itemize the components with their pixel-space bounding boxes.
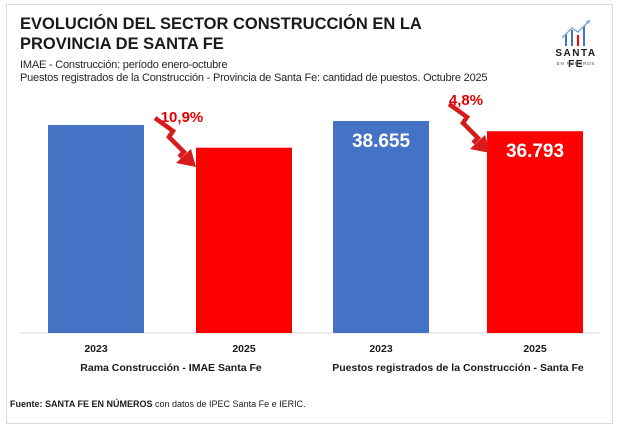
decrease-arrow-icon [153,116,188,159]
bar-1-2023 [48,125,144,333]
group-label: Rama Construcción - IMAE Santa Fe [80,362,262,374]
group-label: Puestos registrados de la Construcción -… [332,362,584,374]
bar-2-2025 [487,131,583,333]
change-percent-label: 10,9% [161,109,204,126]
x-tick-label: 2025 [232,343,256,355]
source-text: con datos de IPEC Santa Fe e IERIC. [152,399,306,409]
source-label: Fuente: SANTA FE EN NÚMEROS [10,399,153,409]
decrease-arrow-icon [447,102,482,145]
x-tick-label: 2025 [523,343,547,355]
decrease-arrow-head-icon [470,135,490,153]
bar-2-2023 [333,121,429,333]
decrease-arrow-head-icon [176,149,196,167]
x-tick-label: 2023 [84,343,108,355]
x-tick-label: 2023 [369,343,393,355]
bar-value-label: 36.793 [506,141,564,162]
chart-trend-icon [561,19,591,46]
source-note: Fuente: SANTA FE EN NÚMEROS con datos de… [10,399,306,409]
santa-fe-en-numeros-logo: SANTA FE EN NÚMEROS [548,18,604,70]
chart-subtitle-imae: IMAE - Construcción: período enero-octub… [20,59,228,71]
bar-value-label: 38.655 [352,131,411,152]
change-percent-label: 4,8% [449,92,483,109]
bar-1-2025 [196,147,292,333]
chart-subtitle-puestos: Puestos registrados de la Construcción -… [20,72,488,84]
logo-tagline: EN NÚMEROS [556,61,596,66]
chart-title: EVOLUCIÓN DEL SECTOR CONSTRUCCIÓN EN LA … [20,15,422,53]
logo-name: SANTA FE [555,48,597,70]
